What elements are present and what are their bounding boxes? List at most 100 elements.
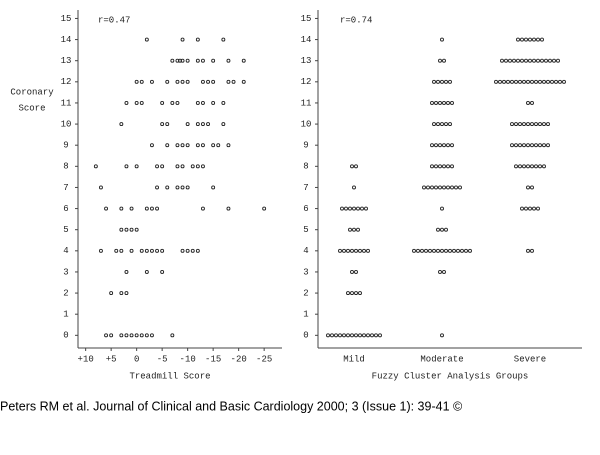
dot — [520, 58, 524, 63]
dot — [518, 143, 522, 148]
dot — [450, 164, 454, 169]
point — [129, 248, 134, 253]
point — [124, 164, 129, 169]
dot — [420, 248, 424, 253]
point — [134, 79, 139, 84]
dot — [444, 79, 448, 84]
dot — [512, 58, 516, 63]
dot — [534, 122, 538, 127]
dot — [326, 333, 330, 338]
point — [144, 206, 149, 211]
point — [195, 248, 200, 253]
point — [109, 333, 114, 338]
dot — [440, 206, 444, 211]
dot-row — [348, 227, 360, 232]
point — [98, 248, 103, 253]
point — [221, 122, 226, 127]
point — [139, 333, 144, 338]
dot — [438, 58, 442, 63]
dot — [532, 58, 536, 63]
dot-row — [440, 333, 444, 338]
point — [144, 333, 149, 338]
dot — [526, 100, 530, 105]
dot-row — [326, 333, 382, 338]
dot — [448, 122, 452, 127]
x-axis-title: Treadmill Score — [129, 371, 210, 381]
point — [185, 185, 190, 190]
x-tick-label: -5 — [157, 354, 168, 364]
point — [119, 122, 124, 127]
dot — [346, 291, 350, 296]
point — [119, 227, 124, 232]
point — [200, 164, 205, 169]
dot — [458, 185, 462, 190]
dot — [524, 206, 528, 211]
point — [165, 143, 170, 148]
dot — [546, 79, 550, 84]
dot — [508, 58, 512, 63]
dot — [350, 164, 354, 169]
point — [180, 37, 185, 42]
dot — [434, 185, 438, 190]
point — [139, 79, 144, 84]
y-tick-label: 1 — [303, 310, 308, 320]
dot-row — [526, 100, 534, 105]
dot — [438, 100, 442, 105]
dot — [422, 185, 426, 190]
dot — [346, 333, 350, 338]
point — [155, 248, 160, 253]
dot — [412, 248, 416, 253]
dot — [522, 164, 526, 169]
dot — [542, 143, 546, 148]
y-tick-label: 6 — [63, 204, 68, 214]
dot — [562, 79, 566, 84]
point — [155, 206, 160, 211]
point — [200, 79, 205, 84]
point — [175, 100, 180, 105]
dot — [438, 185, 442, 190]
y-axis-title: Coronary — [10, 87, 54, 97]
point — [190, 248, 195, 253]
dot — [522, 143, 526, 148]
dot — [356, 206, 360, 211]
annotation: r=0.47 — [98, 15, 130, 25]
dot — [520, 37, 524, 42]
y-axis-title: Score — [18, 103, 45, 113]
point — [200, 58, 205, 63]
y-tick-label: 14 — [301, 35, 312, 45]
dot — [546, 122, 550, 127]
dot — [354, 333, 358, 338]
point — [134, 164, 139, 169]
point — [124, 270, 129, 274]
dot — [518, 164, 522, 169]
dot — [526, 143, 530, 148]
dot-row — [494, 79, 566, 84]
dot — [530, 143, 534, 148]
caption: Peters RM et al. Journal of Clinical and… — [0, 399, 463, 413]
dot — [350, 248, 354, 253]
dot — [528, 206, 532, 211]
point — [195, 122, 200, 127]
dot-row — [438, 270, 446, 274]
dot-row — [412, 248, 472, 253]
dot — [444, 248, 448, 253]
x-tick-label: -25 — [256, 354, 272, 364]
point — [185, 122, 190, 127]
dot — [354, 248, 358, 253]
dot — [438, 270, 442, 274]
point — [226, 79, 231, 84]
dot — [536, 37, 540, 42]
dot — [442, 164, 446, 169]
point — [206, 122, 211, 127]
dot — [350, 333, 354, 338]
dot-row — [338, 248, 370, 253]
point — [144, 270, 149, 274]
point — [211, 79, 216, 84]
dot — [446, 185, 450, 190]
dot — [434, 164, 438, 169]
dot — [350, 270, 354, 274]
dot-row — [526, 185, 534, 190]
dot-row — [422, 185, 462, 190]
point — [124, 291, 129, 296]
dot — [528, 58, 532, 63]
